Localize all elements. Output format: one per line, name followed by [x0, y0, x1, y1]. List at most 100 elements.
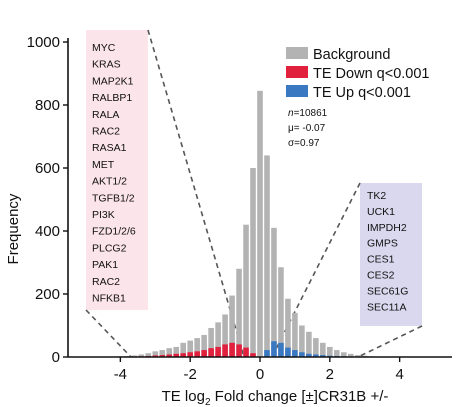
- background-bar: [222, 314, 228, 357]
- down-genes-box: [86, 30, 148, 310]
- te-down-bar: [243, 347, 249, 357]
- gene-label: AKT1/2: [92, 176, 127, 188]
- background-bar: [347, 353, 354, 357]
- gene-label: IMPDH2: [367, 222, 407, 234]
- y-axis-ticks: 0 200 400 600 800 1000: [27, 34, 68, 366]
- y-axis-title: Frequency: [5, 193, 22, 264]
- gene-label: RASA1: [92, 142, 127, 154]
- gene-label: SEC61G: [367, 285, 408, 297]
- te-down-bars: [131, 342, 256, 357]
- te-up-bar: [320, 355, 326, 357]
- x-axis-ticks: -4 -2 0 2 4: [114, 357, 404, 383]
- te-down-bar: [173, 353, 180, 357]
- background-bar: [236, 268, 242, 357]
- gene-label: RAC2: [92, 126, 120, 138]
- down-callout-line-upper: [147, 29, 245, 358]
- gene-label: NFKB1: [92, 293, 126, 305]
- gene-label: MAP2K1: [92, 75, 134, 87]
- te-down-bar: [159, 355, 166, 357]
- gene-label: CES1: [367, 254, 395, 266]
- gene-label: SEC11A: [367, 301, 407, 313]
- gene-label: RAC2: [92, 276, 120, 288]
- y-tick-label: 400: [35, 223, 60, 240]
- te-up-bar: [271, 341, 277, 357]
- x-tick-label: -2: [184, 366, 197, 383]
- legend: Background TE Down q<0.001 TE Up q<0.001: [286, 47, 429, 101]
- background-bar: [292, 312, 298, 357]
- background-bar: [271, 227, 277, 357]
- gene-label: RALBP1: [92, 92, 132, 104]
- gene-label: PLCG2: [92, 242, 127, 254]
- background-bar: [299, 325, 305, 357]
- background-bar: [340, 352, 347, 357]
- te-up-bar: [306, 353, 312, 357]
- te-down-bar: [229, 342, 235, 357]
- down-genes-list: MYC KRAS MAP2K1 RALBP1 RALA RAC2 RASA1 MET AKT1/…: [92, 42, 136, 305]
- legend-swatch: [286, 85, 308, 97]
- down-callout-line-lower: [85, 309, 132, 358]
- background-bar: [201, 334, 207, 357]
- gene-label: CES2: [367, 270, 395, 282]
- te-down-bar: [180, 353, 186, 357]
- te-down-bar: [236, 344, 242, 357]
- te-down-bar: [215, 346, 221, 357]
- y-tick-label: 0: [52, 349, 60, 366]
- gene-label: PAK1: [92, 259, 118, 271]
- background-bar: [278, 267, 284, 357]
- gene-label: MYC: [92, 42, 116, 54]
- background-bar: [187, 340, 193, 357]
- background-bar: [306, 331, 312, 357]
- te-down-bar: [201, 350, 207, 357]
- te-down-bar: [187, 352, 193, 357]
- background-bar: [264, 155, 270, 357]
- background-bar: [138, 354, 145, 357]
- x-tick-label: 0: [256, 366, 264, 383]
- background-bar: [313, 338, 319, 357]
- background-bar: [320, 342, 326, 357]
- up-callout-line-lower: [357, 325, 423, 358]
- background-bar: [180, 342, 186, 357]
- te-up-bar: [313, 354, 319, 357]
- background-bar: [327, 346, 333, 357]
- background-bar: [215, 322, 221, 357]
- background-bar: [145, 353, 152, 357]
- te-down-bar: [194, 351, 200, 357]
- legend-label: Background: [313, 47, 390, 63]
- y-tick-label: 200: [35, 286, 60, 303]
- background-bar: [354, 355, 361, 357]
- stats-sigma: σ=0.97: [288, 138, 320, 149]
- gene-label: PI3K: [92, 209, 115, 221]
- te-up-bar: [264, 350, 270, 357]
- background-bar: [229, 295, 235, 357]
- x-tick-label: -4: [114, 366, 127, 383]
- gene-label: TGFB1/2: [92, 192, 135, 204]
- background-bar: [257, 90, 263, 357]
- gene-label: TK2: [367, 190, 386, 202]
- stats-mu: μ= -0.07: [288, 123, 326, 134]
- background-bar: [194, 338, 200, 357]
- y-tick-label: 600: [35, 160, 60, 177]
- background-bar: [159, 350, 166, 357]
- legend-label: TE Down q<0.001: [313, 66, 429, 82]
- y-tick-label: 1000: [27, 34, 60, 51]
- background-bar: [243, 224, 249, 357]
- te-up-bar: [292, 350, 298, 357]
- background-bar: [173, 346, 180, 357]
- y-tick-label: 800: [35, 97, 60, 114]
- te-down-bar: [208, 348, 214, 357]
- gene-label: GMPS: [367, 238, 398, 250]
- gene-label: MET: [92, 159, 115, 171]
- up-genes-list: TK2 UCK1 IMPDH2 GMPS CES1 CES2 SEC61G SEC11A: [367, 190, 408, 313]
- background-bar: [152, 351, 159, 357]
- gene-label: RALA: [92, 109, 119, 121]
- background-bar: [285, 298, 291, 357]
- background-bar: [250, 168, 256, 357]
- stats-n: n=10861: [288, 108, 328, 119]
- te-up-bar: [299, 352, 305, 357]
- stats-annotation: n=10861 μ= -0.07 σ=0.97: [288, 108, 328, 149]
- te-down-bar: [166, 354, 173, 357]
- x-axis-title: TE log2 Fold change [±]CR31B +/-: [162, 388, 389, 407]
- up-genes-box: [360, 183, 422, 326]
- legend-label: TE Up q<0.001: [313, 85, 411, 101]
